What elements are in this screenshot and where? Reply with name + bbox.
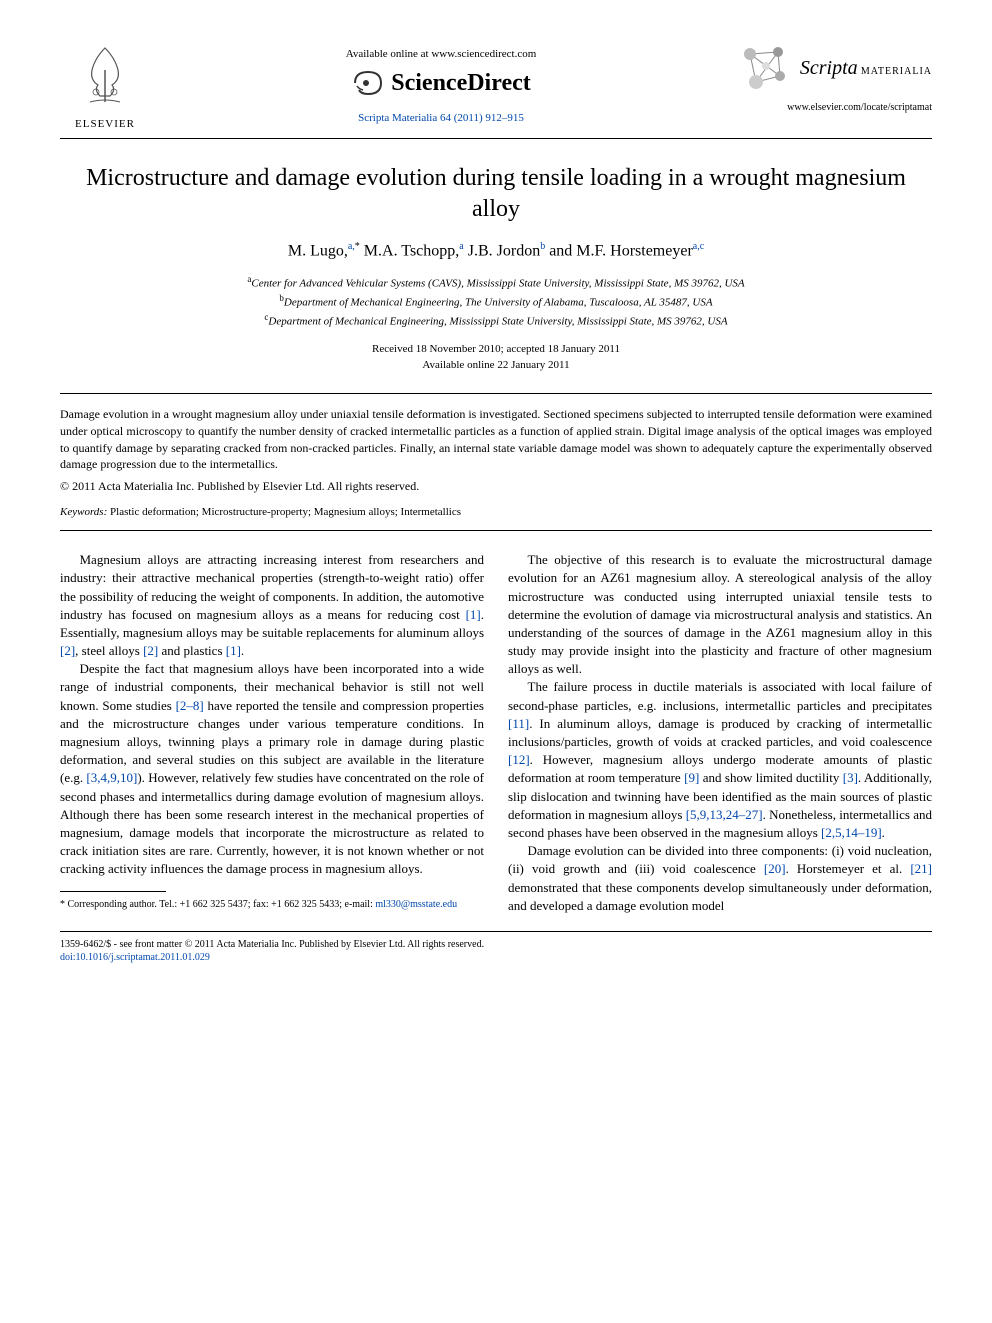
sciencedirect-logo[interactable]: ScienceDirect [150,66,732,100]
abstract-text: Damage evolution in a wrought magnesium … [60,406,932,473]
corresponding-author-footnote: * Corresponding author. Tel.: +1 662 325… [60,898,484,911]
keywords-line: Keywords: Plastic deformation; Microstru… [60,506,932,518]
affiliation-c: cDepartment of Mechanical Engineering, M… [60,311,932,330]
article-dates: Received 18 November 2010; accepted 18 J… [60,342,932,373]
affiliations: aCenter for Advanced Vehicular Systems (… [60,273,932,330]
body-para-5: Damage evolution can be divided into thr… [508,842,932,915]
scripta-title: Scripta [800,57,858,79]
header-row: ELSEVIER Available online at www.science… [60,40,932,130]
copyright-line: © 2011 Acta Materialia Inc. Published by… [60,479,932,494]
body-para-1: Magnesium alloys are attracting increasi… [60,551,484,660]
available-date: Available online 22 January 2011 [60,358,932,373]
scripta-subtitle: MATERIALIA [861,66,932,77]
abstract-top-rule [60,393,932,394]
sciencedirect-text: ScienceDirect [391,70,531,97]
center-header: Available online at www.sciencedirect.co… [150,40,732,124]
scripta-network-icon [736,40,792,96]
body-para-3: The objective of this research is to eva… [508,551,932,678]
body-para-2: Despite the fact that magnesium alloys h… [60,660,484,878]
article-title: Microstructure and damage evolution duri… [60,163,932,225]
keywords-label: Keywords: [60,506,107,518]
scripta-logo: Scripta MATERIALIA www.elsevier.com/loca… [732,40,932,113]
keywords-values: Plastic deformation; Microstructure-prop… [110,506,461,518]
footer-front-matter: 1359-6462/$ - see front matter © 2011 Ac… [60,938,932,951]
footnote-email[interactable]: ml330@msstate.edu [375,899,457,910]
body-para-4: The failure process in ductile materials… [508,678,932,842]
page-container: ELSEVIER Available online at www.science… [0,0,992,994]
header-rule [60,138,932,139]
received-date: Received 18 November 2010; accepted 18 J… [60,342,932,357]
elsevier-logo: ELSEVIER [60,40,150,130]
footer-doi[interactable]: doi:10.1016/j.scriptamat.2011.01.029 [60,951,932,964]
locate-url[interactable]: www.elsevier.com/locate/scriptamat [732,102,932,113]
body-columns: Magnesium alloys are attracting increasi… [60,551,932,915]
affiliation-a: aCenter for Advanced Vehicular Systems (… [60,273,932,292]
available-online-text: Available online at www.sciencedirect.co… [150,48,732,60]
abstract-bottom-rule [60,530,932,531]
footnote-text: * Corresponding author. Tel.: +1 662 325… [60,899,375,910]
authors-line: M. Lugo,a,* M.A. Tschopp,a J.B. Jordonb … [60,241,932,260]
elsevier-label: ELSEVIER [60,118,150,130]
journal-reference[interactable]: Scripta Materialia 64 (2011) 912–915 [150,112,732,124]
elsevier-tree-icon [70,40,140,110]
footnote-separator [60,891,166,892]
page-footer: 1359-6462/$ - see front matter © 2011 Ac… [60,931,932,964]
sciencedirect-icon [351,66,385,100]
affiliation-b: bDepartment of Mechanical Engineering, T… [60,292,932,311]
